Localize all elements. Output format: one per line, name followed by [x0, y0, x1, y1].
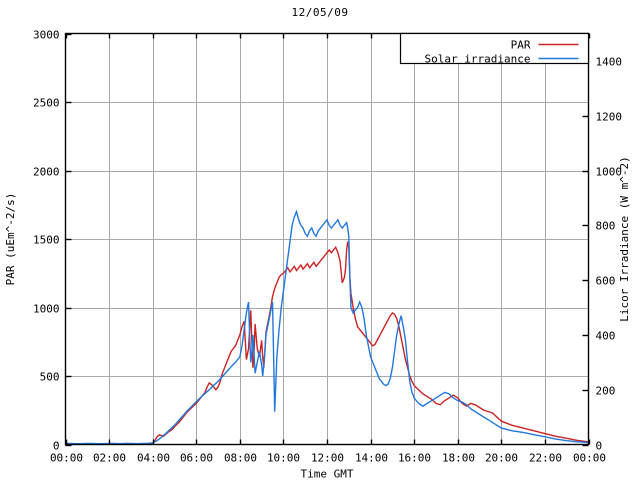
series-line-solar-irradiance — [65, 209, 589, 445]
y-axis-title-right: Licor Irradiance (W m^-2) — [618, 156, 631, 322]
axis-ticks-layer: 00:00 02:00 04:00 06:00 08:00 10:00 12:00 14:00… — [33, 29, 622, 465]
ytick-label-left: 500 — [40, 371, 60, 384]
xtick-label: 00:00 — [573, 452, 606, 465]
ytick-label-right: 200 — [596, 385, 616, 398]
xtick-label: 00:00 — [50, 452, 83, 465]
ytick-label-right: 0 — [596, 440, 603, 453]
y-axis-title-left: PAR (uEm^-2/s) — [4, 193, 17, 286]
gridlines-layer — [65, 33, 589, 445]
ytick-label-right: 600 — [596, 275, 616, 288]
chart-title: 12/05/09 — [291, 6, 349, 19]
ytick-label-left: 1500 — [33, 234, 60, 247]
xtick-label: 18:00 — [442, 452, 475, 465]
xtick-label: 02:00 — [93, 452, 126, 465]
ytick-label-left: 3000 — [33, 29, 60, 42]
ytick-label-left: 2500 — [33, 97, 60, 110]
legend-label: Solar irradiance — [425, 53, 531, 66]
x-axis-title: Time GMT — [301, 468, 354, 480]
ytick-label-left: 1000 — [33, 303, 60, 316]
ytick-label-right: 1400 — [596, 56, 623, 69]
ytick-label-right: 1000 — [596, 166, 623, 179]
xtick-label: 20:00 — [485, 452, 518, 465]
ytick-label-right: 1200 — [596, 111, 623, 124]
xtick-label: 06:00 — [180, 452, 213, 465]
xtick-label: 04:00 — [137, 452, 170, 465]
xtick-label: 22:00 — [529, 452, 562, 465]
xtick-label: 08:00 — [224, 452, 257, 465]
xtick-label: 14:00 — [355, 452, 388, 465]
ytick-label-right: 800 — [596, 220, 616, 233]
ytick-label-left: 2000 — [33, 166, 60, 179]
legend-label: PAR — [511, 39, 531, 52]
ytick-label-left: 0 — [53, 440, 60, 453]
axis-labels-layer: Time GMT PAR (uEm^-2/s) Licor Irradiance (… — [4, 156, 631, 480]
series-layer — [65, 209, 589, 445]
xtick-label: 16:00 — [398, 452, 431, 465]
xtick-label: 10:00 — [267, 452, 300, 465]
series-line-par — [65, 241, 589, 445]
ytick-label-right: 400 — [596, 330, 616, 343]
xtick-label: 12:00 — [311, 452, 344, 465]
